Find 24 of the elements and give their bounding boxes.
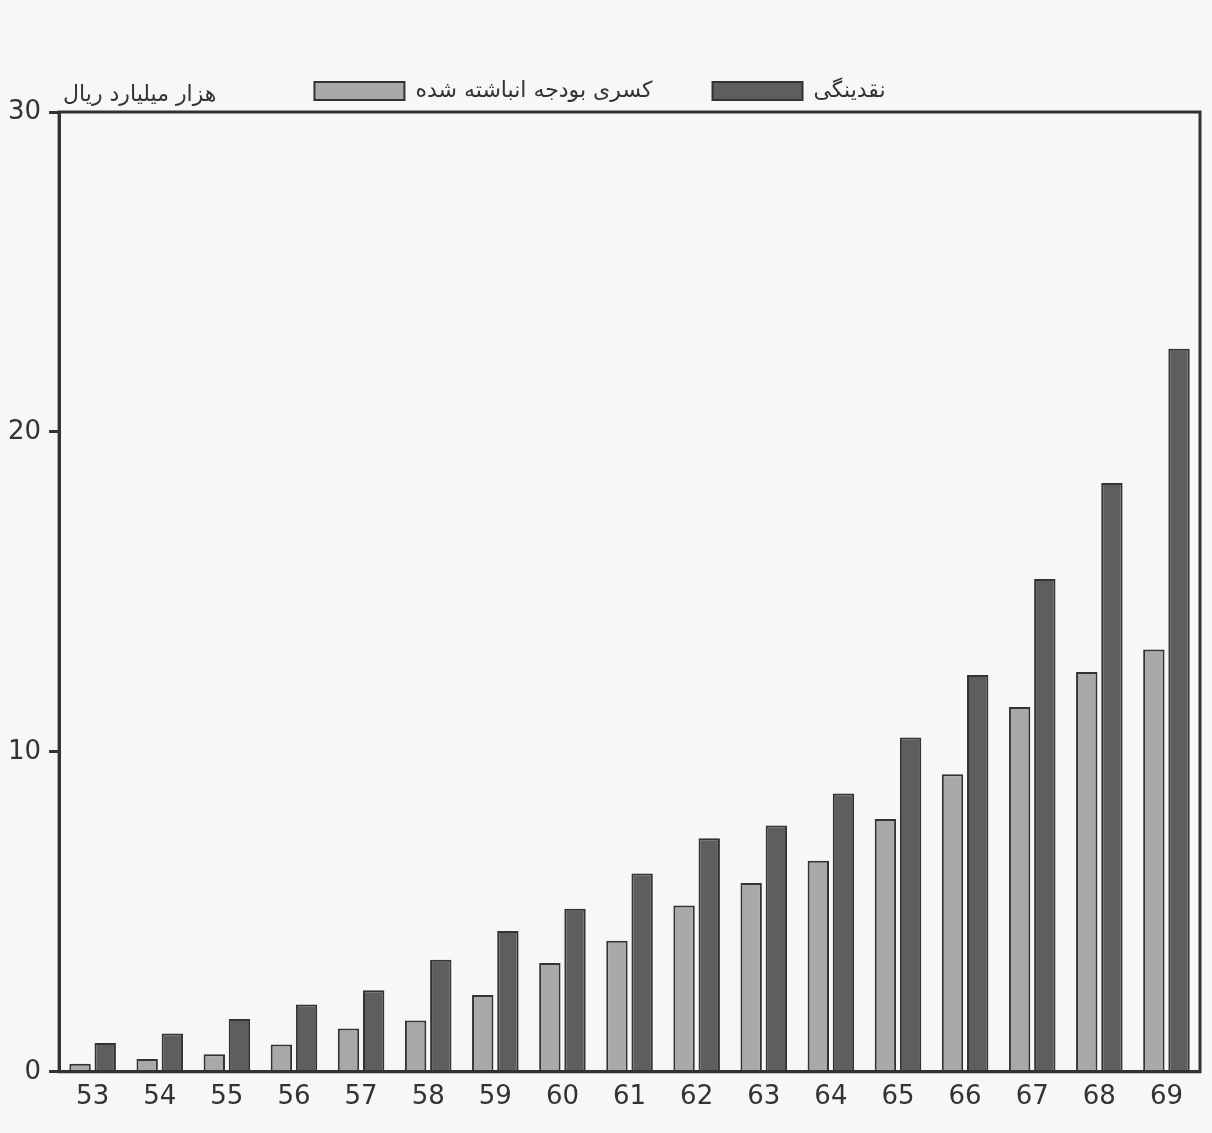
x-tick-label: 61 [613, 1080, 647, 1111]
y-tick-label: 30 [7, 94, 42, 125]
x-tick-label: 63 [747, 1080, 781, 1111]
x-tick-label: 54 [143, 1080, 177, 1111]
x-tick-label: 58 [411, 1080, 445, 1111]
x-tick-label: 64 [814, 1080, 848, 1111]
x-tick-label: 57 [344, 1080, 378, 1111]
x-tick-label: 55 [210, 1080, 244, 1111]
x-tick-label: 59 [478, 1080, 512, 1111]
legend-label: کسری بودجه انباشته شده [415, 76, 654, 102]
y-tick-label: 10 [7, 734, 42, 765]
x-tick-label: 66 [948, 1080, 982, 1111]
x-tick-label: 68 [1082, 1080, 1116, 1111]
x-tick-label: 67 [1015, 1080, 1049, 1111]
x-tick-label: 62 [680, 1080, 714, 1111]
x-tick-label: 65 [881, 1080, 915, 1111]
x-tick-label: 56 [277, 1080, 311, 1111]
y-tick-label: 20 [7, 414, 42, 445]
y-tick-label: 0 [24, 1054, 42, 1085]
legend-label: نقدینگی [813, 76, 886, 102]
x-tick-label: 53 [76, 1080, 110, 1111]
y-axis-title: هزار میلیارد ریال [63, 80, 217, 106]
x-tick-label: 60 [545, 1080, 579, 1111]
x-tick-label: 69 [1149, 1080, 1183, 1111]
